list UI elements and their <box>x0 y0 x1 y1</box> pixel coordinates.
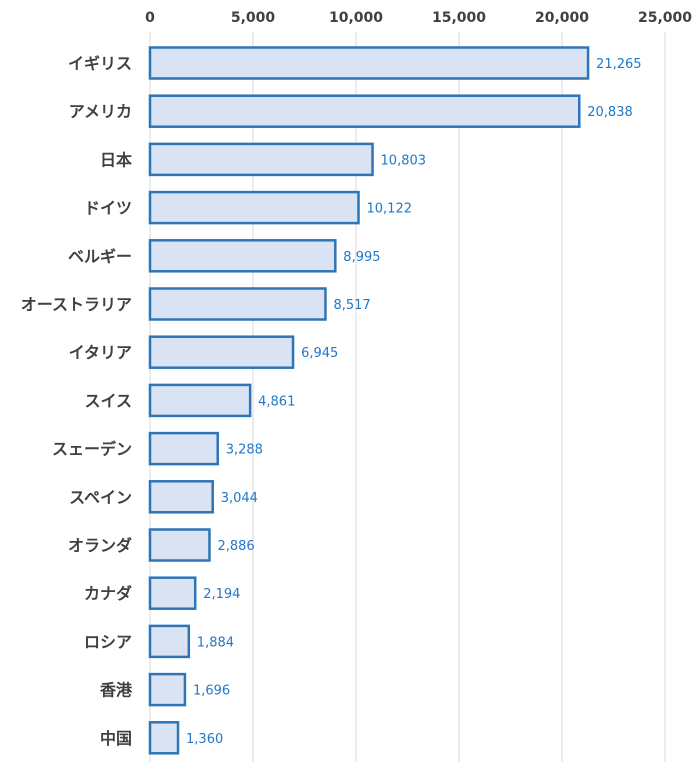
value-label-13: 1,696 <box>193 684 230 699</box>
bar-2 <box>148 142 374 177</box>
x-axis-tick-labels: 0 5,000 10,000 15,000 20,000 25,000 <box>145 10 692 26</box>
value-label-12: 1,884 <box>197 635 234 650</box>
bars <box>148 46 590 755</box>
bar-9 <box>148 480 214 514</box>
category-label-10: オランダ <box>68 536 132 555</box>
value-label-9: 3,044 <box>221 491 258 506</box>
bar-1 <box>148 94 581 128</box>
category-label-12: ロシア <box>84 632 132 651</box>
category-label-2: 日本 <box>100 150 132 169</box>
bar-7 <box>148 383 252 418</box>
value-label-11: 2,194 <box>203 587 240 602</box>
value-label-14: 1,360 <box>186 732 223 747</box>
bar-11 <box>148 576 197 610</box>
value-label-1: 20,838 <box>587 105 633 120</box>
x-tick-label-5: 25,000 <box>638 10 692 26</box>
category-label-13: 香港 <box>99 681 133 700</box>
bar-0 <box>148 46 590 80</box>
x-tick-label-1: 5,000 <box>231 10 276 26</box>
bar-12 <box>148 624 191 659</box>
value-label-3: 10,122 <box>367 202 413 217</box>
bar-14 <box>148 721 180 755</box>
value-labels: 21,265 20,838 10,803 10,122 8,995 8,517 6,945 4… <box>186 57 642 747</box>
bar-5 <box>148 287 327 321</box>
value-label-0: 21,265 <box>596 57 642 72</box>
bar-3 <box>148 190 360 225</box>
bar-8 <box>148 431 219 466</box>
category-label-8: スェーデン <box>52 440 132 459</box>
value-label-8: 3,288 <box>226 443 263 458</box>
category-label-9: スペイン <box>69 488 132 507</box>
value-label-5: 8,517 <box>333 298 370 313</box>
category-label-4: ベルギー <box>68 247 132 266</box>
category-label-5: オーストラリア <box>21 295 132 314</box>
category-label-1: アメリカ <box>69 102 132 121</box>
x-tick-label-2: 10,000 <box>329 10 383 26</box>
category-label-14: 中国 <box>100 729 132 748</box>
bar-4 <box>148 239 337 273</box>
category-labels: イギリスアメリカ日本ドイツベルギーオーストラリアイタリアスイススェーデンスペイン… <box>21 54 133 748</box>
value-label-10: 2,886 <box>217 539 254 554</box>
category-label-0: イギリス <box>68 54 132 73</box>
x-tick-label-3: 15,000 <box>432 10 486 26</box>
value-label-6: 6,945 <box>301 346 338 361</box>
category-label-3: ドイツ <box>84 199 132 218</box>
bar-6 <box>148 335 295 369</box>
x-tick-label-4: 20,000 <box>535 10 589 26</box>
x-tick-label-0: 0 <box>145 10 155 26</box>
bar-13 <box>148 672 187 707</box>
category-label-7: スイス <box>84 391 132 410</box>
category-label-6: イタリア <box>69 343 132 362</box>
category-label-11: カナダ <box>84 584 132 603</box>
value-label-2: 10,803 <box>381 153 427 168</box>
bar-10 <box>148 528 211 562</box>
value-label-7: 4,861 <box>258 394 295 409</box>
value-label-4: 8,995 <box>343 250 380 265</box>
